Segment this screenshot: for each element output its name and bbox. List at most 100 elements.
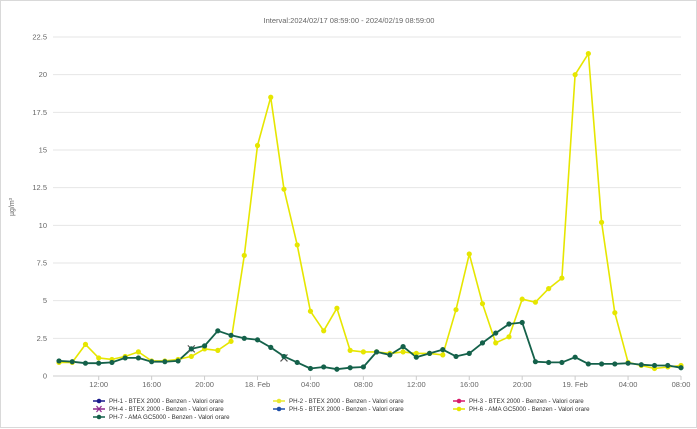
data-point — [638, 362, 644, 368]
y-tick-label: 20 — [39, 70, 47, 79]
data-point — [612, 310, 618, 316]
data-point — [360, 364, 366, 370]
grid-lines — [53, 36, 681, 377]
legend-item[interactable]: PH-6 - AMA GC5000 - Benzen - Valori orar… — [453, 406, 590, 413]
x-tick-label: 08:00 — [672, 380, 691, 389]
data-point — [347, 347, 353, 353]
data-point — [519, 296, 525, 302]
y-tick-label: 10 — [39, 221, 47, 230]
y-tick-label: 17.5 — [32, 108, 47, 117]
data-point — [294, 359, 300, 366]
data-point — [162, 359, 168, 365]
data-point — [268, 344, 274, 350]
data-point — [201, 343, 208, 349]
x-tick-label: 04:00 — [619, 380, 638, 389]
data-point — [69, 359, 75, 365]
legend-item[interactable]: PH-2 - BTEX 2000 - Benzen - Valori orare — [273, 398, 404, 405]
data-point — [466, 251, 472, 257]
x-tick-label: 19. Feb — [562, 380, 587, 389]
data-point — [321, 364, 327, 370]
data-point — [413, 350, 419, 356]
data-point — [56, 358, 62, 364]
x-tick-label: 18. Feb — [245, 380, 270, 389]
data-point — [188, 353, 194, 360]
x-tick-label: 16:00 — [460, 380, 479, 389]
x-tick-label: 20:00 — [513, 380, 532, 389]
legend-label: PH-3 - BTEX 2000 - Benzen - Valori orare — [469, 398, 584, 405]
data-point — [665, 362, 671, 369]
data-point — [506, 321, 512, 327]
data-point — [532, 359, 539, 365]
series-line-6 — [59, 52, 682, 370]
data-point — [228, 338, 234, 344]
data-point — [678, 365, 684, 371]
data-point — [307, 365, 314, 372]
y-tick-label: 0 — [43, 372, 47, 381]
y-tick-label: 5 — [43, 296, 47, 305]
data-point — [479, 340, 486, 346]
data-point — [334, 366, 340, 372]
legend-item[interactable]: PH-5 - BTEX 2000 - Benzen - Valori orare — [273, 406, 404, 413]
x-axis-ticks: 12:00 16:00 20:00 18. Feb 04:00 08:00 12:00 16:… — [53, 375, 691, 389]
data-point — [228, 332, 234, 338]
data-point — [135, 355, 142, 361]
legend-label: PH-1 - BTEX 2000 - Benzen - Valori orare — [109, 398, 224, 405]
x-tick-label: 08:00 — [354, 380, 373, 389]
data-point — [479, 301, 486, 307]
chart-title: Interval:2024/02/17 08:59:00 - 2024/02/1… — [264, 16, 435, 25]
data-point — [506, 334, 512, 340]
data-point — [347, 365, 353, 371]
series-points — [56, 50, 684, 372]
data-point — [651, 362, 658, 369]
legend-label: PH-2 - BTEX 2000 - Benzen - Valori orare — [289, 398, 404, 405]
data-point — [135, 349, 142, 355]
data-point — [559, 275, 565, 281]
data-point — [374, 349, 380, 355]
y-tick-label: 12.5 — [32, 183, 47, 192]
data-point — [453, 307, 459, 313]
data-point — [241, 335, 247, 341]
data-point — [400, 344, 406, 350]
x-tick-label: 12:00 — [407, 380, 426, 389]
data-point — [188, 346, 194, 352]
data-point — [572, 354, 578, 360]
data-point — [559, 359, 565, 366]
series-lines — [58, 52, 682, 371]
data-point — [96, 360, 102, 366]
data-point — [387, 352, 393, 358]
legend-label: PH-4 - BTEX 2000 - Benzen - Valori orare — [109, 406, 224, 413]
data-point — [321, 328, 327, 334]
data-point — [360, 349, 366, 355]
data-point — [466, 350, 472, 356]
data-point — [585, 50, 591, 57]
data-point — [122, 355, 128, 361]
x-tick-label: 12:00 — [89, 380, 108, 389]
legend-item[interactable]: PH-1 - BTEX 2000 - Benzen - Valori orare — [93, 398, 224, 405]
data-point — [241, 252, 247, 259]
data-point — [334, 305, 340, 311]
data-point — [453, 353, 459, 360]
y-axis-label: µg/m³ — [9, 197, 16, 216]
legend-label: PH-6 - AMA GC5000 - Benzen - Valori orar… — [469, 406, 590, 413]
data-point — [149, 359, 155, 365]
x-tick-label: 16:00 — [142, 380, 161, 389]
legend-item[interactable]: PH-7 - AMA GC5000 - Benzen - Valori orar… — [93, 414, 230, 421]
data-point — [519, 319, 525, 326]
data-point — [400, 349, 406, 355]
data-point — [546, 286, 552, 292]
data-point — [598, 219, 605, 225]
data-point — [413, 354, 419, 360]
y-tick-label: 2.5 — [37, 334, 47, 343]
data-point — [307, 308, 314, 314]
data-point — [572, 72, 578, 78]
legend-item[interactable]: PH-4 - BTEX 2000 - Benzen - Valori orare — [93, 405, 224, 413]
data-point — [82, 360, 89, 366]
data-point — [493, 340, 499, 346]
y-axis-ticks: 0 2.5 5 7.5 10 12.5 15 17.5 20 22.5 — [32, 33, 47, 381]
legend-item[interactable]: PH-3 - BTEX 2000 - Benzen - Valori orare — [453, 398, 584, 405]
legend-label: PH-7 - AMA GC5000 - Benzen - Valori orar… — [109, 414, 230, 421]
data-point — [546, 359, 552, 366]
data-point — [625, 360, 631, 366]
